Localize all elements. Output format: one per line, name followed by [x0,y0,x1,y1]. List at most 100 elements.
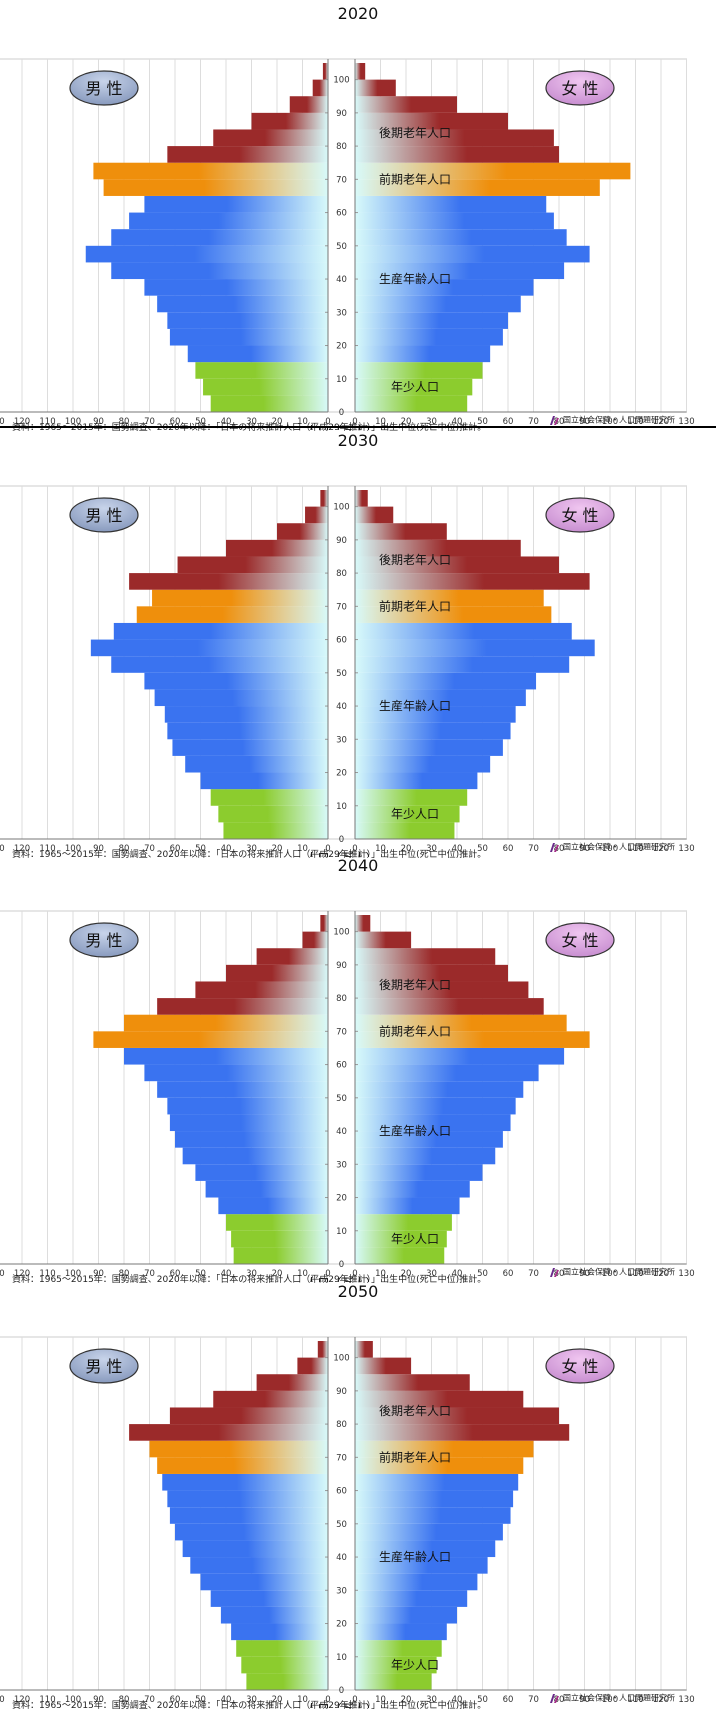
source-note: 資料：1965～2015年：国勢調査、2020年以降：「日本の将来推計人口（平成… [12,1701,487,1711]
bar-male-80-84 [213,129,328,147]
x-tick-label: 50 [195,1695,206,1705]
plot-frame [0,1336,687,1691]
male-label: 男 性 [85,931,122,950]
x-tick-label: 60 [503,417,514,427]
bar-male-25-29 [210,1590,328,1607]
x-tick-label: 60 [170,1695,181,1705]
region-label-young: 年少人口 [391,380,439,394]
x-tick-label: 90 [579,1269,590,1279]
bar-male-45-49 [175,1523,328,1541]
male-label: 男 性 [85,1357,122,1376]
bar-female-50-54 [355,229,567,246]
bar-male-55-59 [144,1064,328,1082]
x-tick-label: 130 [0,1695,5,1705]
age-tick-label: 40 [336,275,347,285]
bar-female-75-79 [355,573,590,590]
bar-female-30-34 [355,295,521,313]
x-tick-label: 100 [65,1269,81,1279]
x-tick-label: 70 [144,1269,155,1279]
bar-female-45-49 [355,672,537,690]
x-tick-label: 80 [554,1695,565,1705]
bar-female-25-29 [355,739,503,756]
x-tick-label: 70 [528,844,539,854]
x-tick-label: 40 [452,844,463,854]
region-label-old_late: 後期老年人口 [379,126,451,140]
bar-female-5-9 [355,1656,437,1674]
x-tick-label: 0 [352,417,357,427]
bar-male-20-24 [220,1606,328,1624]
bar-female-60-64 [355,1473,519,1491]
bar-male-15-19 [200,772,328,790]
x-tick-label: 30 [426,1695,437,1705]
bar-male-5-9 [241,1656,328,1674]
x-tick-label: 10 [297,417,308,427]
bar-female-50-54 [355,1081,524,1098]
bar-female-60-64 [355,622,572,640]
x-tick-label: 110 [627,844,643,854]
bar-female-20-24 [355,755,491,773]
region-label-old_late: 後期老年人口 [379,553,451,567]
source-note: 資料：1965～2015年：国勢調査、2020年以降：「日本の将来推計人口（平成… [12,850,487,860]
bar-female-40-44 [355,1114,511,1132]
age-tick-label: 100 [333,503,349,513]
bar-female-30-34 [355,722,511,740]
bar-male-70-74 [149,1440,328,1458]
x-tick-label: 40 [221,1695,232,1705]
x-axis-title: 人口（万人） [305,1702,377,1708]
bar-female-60-64 [355,195,547,213]
x-tick-label: 120 [14,417,30,427]
bar-male-65-69 [136,606,328,623]
region-label-old_late: 後期老年人口 [379,978,451,992]
bar-male-5-9 [203,378,328,396]
bar-female-85-89 [355,964,508,982]
bar-male-80-84 [195,981,328,999]
org-credit: 国立社会保障・人口問題研究所 [548,414,675,426]
bar-male-95-99 [312,79,328,97]
x-tick-label: 10 [297,1269,308,1279]
age-tick-label: 90 [336,109,347,119]
bar-male-65-69 [157,1457,328,1474]
bar-female-70-74 [355,589,544,607]
x-tick-label: 100 [602,844,618,854]
female-label: 女 性 [561,506,598,525]
x-tick-label: 130 [678,1269,694,1279]
x-tick-label: 120 [653,844,669,854]
age-tick-label: 50 [336,1520,347,1530]
x-tick-label: 0 [352,1695,357,1705]
x-tick-label: 60 [170,1269,181,1279]
x-tick-label: 70 [528,1695,539,1705]
bar-male-10-14 [226,1214,328,1231]
bar-female-0-4 [355,1247,445,1264]
bar-male-70-74 [152,589,328,607]
bar-male-45-49 [167,1097,328,1115]
bar-male-100+ [320,915,328,932]
age-tick-label: 10 [336,802,347,812]
bar-male-40-44 [111,262,328,280]
bar-male-40-44 [182,1540,328,1558]
x-axis-title: 人口（万人） [305,851,377,857]
org-credit: 国立社会保障・人口問題研究所 [548,1692,675,1704]
region-label-old_early: 前期老年人口 [379,598,451,613]
x-tick-label: 20 [272,1269,283,1279]
region-label-young: 年少人口 [391,1658,439,1672]
region-label-young: 年少人口 [391,807,439,821]
x-tick-label: 20 [401,844,412,854]
age-tick-label: 40 [336,702,347,712]
x-tick-label: 80 [119,1269,130,1279]
source-note: 資料：1965～2015年：国勢調査、2020年以降：「日本の将来推計人口（平成… [12,423,487,433]
bar-female-80-84 [355,556,559,574]
bar-female-90-94 [355,948,496,965]
bar-male-85-89 [226,964,328,982]
bar-female-5-9 [355,1230,447,1248]
bar-male-30-34 [167,722,328,740]
x-tick-label: 30 [246,1695,257,1705]
chart-title: 2030 [337,431,379,450]
x-tick-label: 70 [144,844,155,854]
x-tick-label: 20 [272,1695,283,1705]
bar-male-30-34 [200,1573,328,1591]
bar-male-35-39 [164,706,328,723]
age-tick-label: 90 [336,536,347,546]
bar-female-80-84 [355,129,554,147]
x-tick-label: 70 [528,417,539,427]
bar-female-95-99 [355,1357,412,1375]
